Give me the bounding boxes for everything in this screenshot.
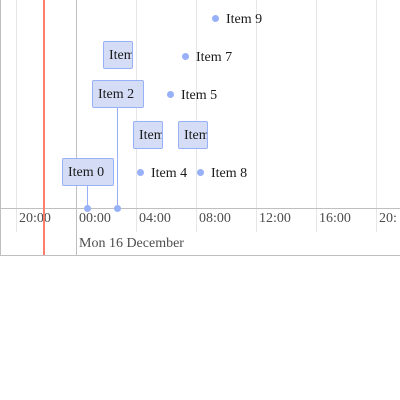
gridline <box>376 0 377 232</box>
item-point-label: Item 7 <box>196 50 232 65</box>
gridline <box>316 0 317 232</box>
axis-label-minor: 20: <box>379 211 397 227</box>
item-2-stem-dot <box>114 205 121 212</box>
item-point-dot <box>182 53 189 60</box>
item-0-stem-dot <box>84 205 91 212</box>
time-axis-line <box>0 208 400 209</box>
timeline-item-3[interactable]: Item 3 <box>133 121 163 149</box>
gridline <box>196 0 197 232</box>
item-point-label: Item 4 <box>151 166 187 181</box>
axis-label-minor: 04:00 <box>139 211 171 227</box>
gridline <box>16 0 17 232</box>
timeline-item-2[interactable]: Item 2 <box>92 80 144 108</box>
axis-label-minor: 16:00 <box>319 211 351 227</box>
gridline-major <box>76 0 77 255</box>
timeline-item-0[interactable]: Item 0 <box>62 158 114 186</box>
timeline-item-5[interactable]: Item 5 <box>167 86 217 106</box>
gridline <box>256 0 257 232</box>
axis-label-minor: 08:00 <box>199 211 231 227</box>
item-point-dot <box>137 169 144 176</box>
item-point-dot <box>212 15 219 22</box>
timeline[interactable]: 20:00 00:00 04:00 08:00 12:00 16:00 20: … <box>0 0 400 256</box>
timeline-item-7[interactable]: Item 7 <box>182 48 232 68</box>
item-point-label: Item 8 <box>211 166 247 181</box>
item-point-label: Item 9 <box>226 12 262 27</box>
item-2-stem <box>117 108 118 208</box>
timeline-item-8[interactable]: Item 8 <box>197 164 247 184</box>
timeline-item-9[interactable]: Item 9 <box>212 10 262 30</box>
axis-label-major: Mon 16 December <box>79 236 184 252</box>
current-time-marker <box>43 0 45 255</box>
item-point-dot <box>197 169 204 176</box>
axis-label-minor: 00:00 <box>79 211 111 227</box>
axis-label-minor: 20:00 <box>19 211 51 227</box>
gridline <box>136 0 137 232</box>
item-point-dot <box>167 91 174 98</box>
timeline-item-6[interactable]: Item 6 <box>178 121 208 149</box>
axis-label-minor: 12:00 <box>259 211 291 227</box>
timeline-left-border <box>0 0 1 255</box>
timeline-item-4[interactable]: Item 4 <box>137 164 187 184</box>
item-point-label: Item 5 <box>181 88 217 103</box>
timeline-item-1[interactable]: Item 1 <box>103 41 133 69</box>
